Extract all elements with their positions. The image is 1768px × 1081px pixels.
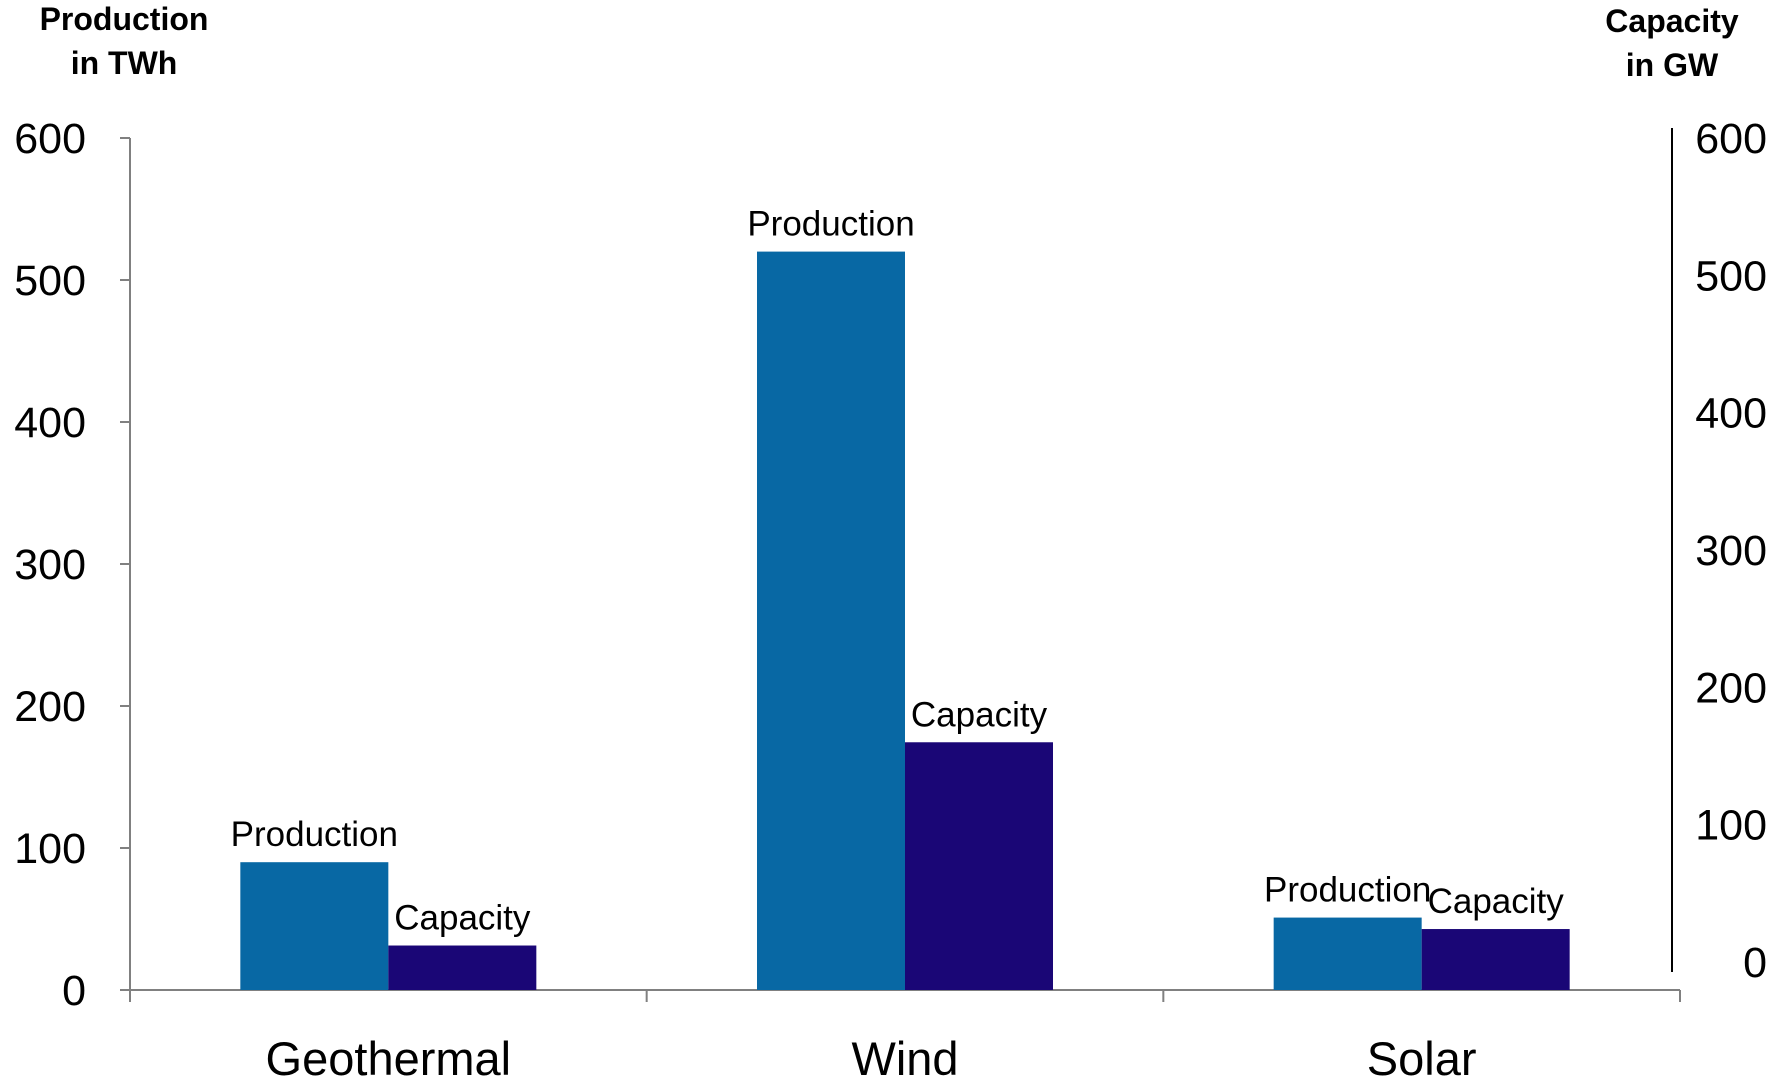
right-tick-label: 100 xyxy=(1695,802,1767,850)
left-tick-label: 200 xyxy=(14,683,86,731)
category-label: Solar xyxy=(1367,1032,1477,1081)
right-tick-label: 400 xyxy=(1695,390,1767,438)
bar-production-solar xyxy=(1273,917,1422,990)
left-tick-label: 300 xyxy=(14,541,86,589)
bar-capacity-solar xyxy=(1421,929,1570,990)
left-tick-label: 500 xyxy=(14,257,86,305)
left-axis: 0 100 200 300 400 500 600 xyxy=(14,115,131,1015)
data-label-production: Production xyxy=(747,205,914,244)
left-axis-title-line-1: Production xyxy=(40,1,209,37)
data-label-capacity: Capacity xyxy=(1428,882,1565,921)
bar-capacity-wind xyxy=(905,742,1053,990)
left-axis-title: Production in TWh xyxy=(40,1,209,81)
right-tick-label: 200 xyxy=(1695,664,1767,712)
right-tick-label: 500 xyxy=(1695,252,1767,300)
category-label: Wind xyxy=(851,1032,958,1081)
data-label-capacity: Capacity xyxy=(911,695,1048,734)
left-tick-label: 100 xyxy=(14,825,86,873)
category-label: Geothermal xyxy=(266,1032,512,1081)
left-tick-label: 600 xyxy=(14,115,86,163)
data-label-capacity: Capacity xyxy=(394,899,531,938)
right-axis-title-line-1: Capacity xyxy=(1605,3,1739,39)
right-axis-title-line-2: in GW xyxy=(1626,47,1719,83)
data-labels: ProductionCapacityProductionCapacityProd… xyxy=(231,205,1565,938)
right-tick-label: 0 xyxy=(1743,939,1767,987)
left-tick-label: 400 xyxy=(14,399,86,447)
left-axis-title-line-2: in TWh xyxy=(71,45,178,81)
data-label-production: Production xyxy=(1264,871,1431,910)
bar-production-wind xyxy=(757,251,905,991)
bars xyxy=(240,251,1570,991)
right-tick-label: 300 xyxy=(1695,527,1767,575)
bar-capacity-geothermal xyxy=(388,945,537,990)
x-axis: Geothermal Wind Solar xyxy=(129,989,1681,1081)
data-label-production: Production xyxy=(231,815,398,854)
right-axis-title: Capacity in GW xyxy=(1605,3,1739,83)
bar-production-geothermal xyxy=(240,862,389,990)
left-tick-label: 0 xyxy=(62,967,86,1015)
right-axis: 0 100 200 300 400 500 600 xyxy=(1671,115,1767,987)
right-tick-label: 600 xyxy=(1695,115,1767,163)
